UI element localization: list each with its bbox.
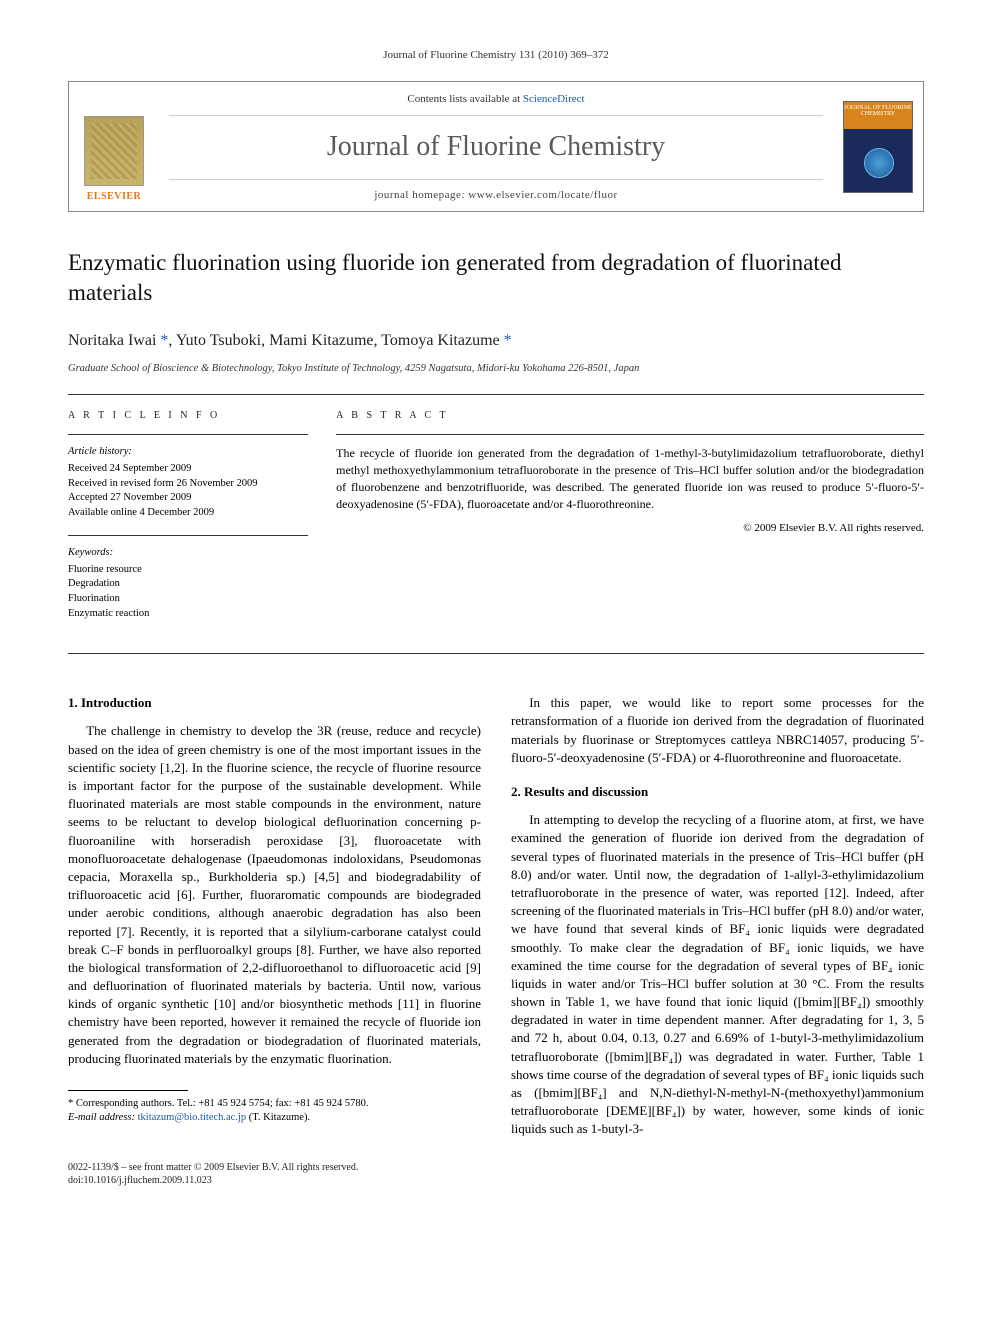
info-abstract-row: A R T I C L E I N F O Article history: R… [68, 409, 924, 635]
article-info-head: A R T I C L E I N F O [68, 409, 308, 423]
history-item: Available online 4 December 2009 [68, 506, 308, 521]
article-info-col: A R T I C L E I N F O Article history: R… [68, 409, 308, 635]
running-head: Journal of Fluorine Chemistry 131 (2010)… [68, 48, 924, 63]
homepage-label: journal homepage: [374, 189, 468, 201]
publisher-logo-text: ELSEVIER [87, 190, 142, 204]
corr-label: * Corresponding authors. [68, 1098, 177, 1109]
article-history-block: Article history: Received 24 September 2… [68, 445, 308, 520]
contents-line: Contents lists available at ScienceDirec… [169, 92, 823, 116]
abstract-text: The recycle of fluoride ion generated fr… [336, 445, 924, 512]
journal-cover-icon: JOURNAL OF FLUORINE CHEMISTRY [843, 101, 913, 193]
doi-line: doi:10.1016/j.jfluchem.2009.11.023 [68, 1174, 924, 1188]
authors-line: Noritaka Iwai *, Yuto Tsuboki, Mami Kita… [68, 330, 924, 352]
divider [68, 653, 924, 654]
cover-title: JOURNAL OF FLUORINE CHEMISTRY [844, 105, 912, 118]
keyword: Degradation [68, 577, 308, 592]
journal-title: Journal of Fluorine Chemistry [169, 128, 823, 166]
corresponding-footnote: * Corresponding authors. Tel.: +81 45 92… [68, 1097, 481, 1125]
keyword: Enzymatic reaction [68, 607, 308, 622]
author-4: Tomoya Kitazume [381, 332, 499, 349]
history-head: Article history: [68, 445, 308, 460]
email-label: E-mail address: [68, 1112, 138, 1123]
affiliation: Graduate School of Bioscience & Biotechn… [68, 362, 924, 376]
section-head-intro: 1. Introduction [68, 694, 481, 712]
publisher-block: ELSEVIER [69, 82, 159, 211]
abstract-head: A B S T R A C T [336, 409, 924, 423]
contents-prefix: Contents lists available at [407, 93, 522, 105]
page-footer: 0022-1139/$ – see front matter © 2009 El… [68, 1161, 924, 1188]
keyword: Fluorine resource [68, 563, 308, 578]
body-columns: 1. Introduction The challenge in chemist… [68, 694, 924, 1139]
homepage-line: journal homepage: www.elsevier.com/locat… [169, 179, 823, 203]
history-item: Accepted 27 November 2009 [68, 491, 308, 506]
corr-tel: Tel.: +81 45 924 5754; fax: +81 45 924 5… [177, 1098, 369, 1109]
divider [68, 434, 308, 435]
article-title: Enzymatic fluorination using fluoride io… [68, 248, 924, 308]
keywords-head: Keywords: [68, 546, 308, 561]
author-2: Yuto Tsuboki [176, 332, 261, 349]
divider [68, 535, 308, 536]
intro-paragraph-2: In this paper, we would like to report s… [511, 694, 924, 767]
history-item: Received in revised form 26 November 200… [68, 477, 308, 492]
author-3: Mami Kitazume [269, 332, 373, 349]
homepage-url[interactable]: www.elsevier.com/locate/fluor [468, 189, 617, 201]
section-head-results: 2. Results and discussion [511, 783, 924, 801]
abstract-copyright: © 2009 Elsevier B.V. All rights reserved… [336, 521, 924, 536]
elsevier-tree-icon [84, 116, 144, 186]
cover-block: JOURNAL OF FLUORINE CHEMISTRY [833, 82, 923, 211]
divider [336, 434, 924, 435]
journal-masthead: ELSEVIER Contents lists available at Sci… [68, 81, 924, 212]
intro-paragraph-1: The challenge in chemistry to develop th… [68, 722, 481, 1068]
history-item: Received 24 September 2009 [68, 462, 308, 477]
results-paragraph-1: In attempting to develop the recycling o… [511, 811, 924, 1138]
issn-line: 0022-1139/$ – see front matter © 2009 El… [68, 1161, 924, 1175]
sciencedirect-link[interactable]: ScienceDirect [523, 93, 585, 105]
corr-email-link[interactable]: tkitazum@bio.titech.ac.jp [138, 1112, 247, 1123]
keyword: Fluorination [68, 592, 308, 607]
masthead-center: Contents lists available at ScienceDirec… [159, 82, 833, 211]
footnote-separator [68, 1090, 188, 1091]
abstract-col: A B S T R A C T The recycle of fluoride … [336, 409, 924, 635]
divider [68, 394, 924, 395]
author-1: Noritaka Iwai [68, 332, 156, 349]
keywords-block: Keywords: Fluorine resource Degradation … [68, 546, 308, 621]
corr-mark-icon: * [500, 332, 512, 349]
corr-mark-icon: * [156, 332, 168, 349]
email-who: (T. Kitazume). [246, 1112, 310, 1123]
